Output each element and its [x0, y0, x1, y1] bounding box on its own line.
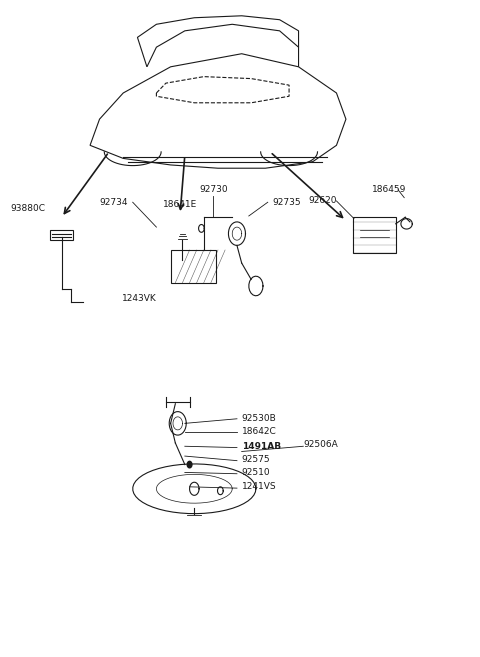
Text: 92734: 92734 [99, 198, 128, 207]
Text: 18641E: 18641E [163, 200, 197, 209]
Polygon shape [187, 461, 192, 468]
Text: 18642C: 18642C [242, 427, 276, 436]
Text: 1243VK: 1243VK [122, 294, 157, 303]
Text: 92620: 92620 [308, 196, 336, 206]
Text: 1491AB: 1491AB [242, 442, 281, 451]
Text: 92510: 92510 [242, 468, 270, 477]
Text: 92575: 92575 [242, 455, 270, 464]
Text: 186459: 186459 [372, 185, 407, 194]
Text: 92735: 92735 [273, 198, 301, 207]
Text: 92530B: 92530B [242, 415, 276, 423]
Text: 92506A: 92506A [303, 440, 338, 449]
Bar [50, 231, 73, 240]
Text: 92730: 92730 [199, 185, 228, 194]
Bar [353, 217, 396, 253]
Text: 93880C: 93880C [10, 204, 45, 214]
Text: 1241VS: 1241VS [242, 482, 276, 491]
